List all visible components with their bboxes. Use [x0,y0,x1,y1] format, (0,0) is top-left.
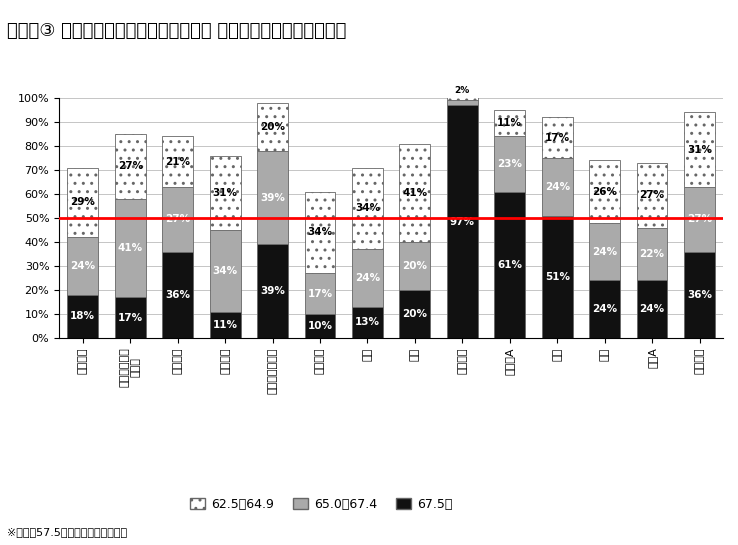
Bar [257,244,288,338]
Text: 18%: 18% [70,311,95,322]
Text: 29%: 29% [70,197,95,208]
Bar [305,192,335,273]
Bar [352,249,383,307]
Text: 36%: 36% [165,290,190,300]
Text: 11%: 11% [213,320,238,330]
Text: 41%: 41% [117,243,142,253]
Text: 34%: 34% [308,227,333,238]
Bar [399,290,430,338]
Bar [637,280,667,338]
Bar [162,187,193,252]
Text: 13%: 13% [355,317,380,328]
Text: グラフ③ ２０１８私立大一般入試合格者 成績別内訳（河合塩調査）: グラフ③ ２０１８私立大一般入試合格者 成績別内訳（河合塩調査） [7,22,347,40]
Text: 51%: 51% [545,272,570,282]
Bar [447,105,477,338]
Bar [447,100,477,105]
Bar [447,96,477,100]
Text: 27%: 27% [117,161,142,172]
Legend: 62.5～64.9, 65.0～67.4, 67.5～: 62.5～64.9, 65.0～67.4, 67.5～ [184,493,458,516]
Bar [684,187,715,252]
Bar [352,307,383,338]
Text: 34%: 34% [213,266,238,276]
Bar [542,216,573,338]
Bar [210,230,241,312]
Bar [589,223,620,280]
Text: 31%: 31% [213,188,238,198]
Bar [399,144,430,242]
Text: 27%: 27% [640,190,665,200]
Bar [305,273,335,314]
Bar [542,158,573,216]
Text: ※偏差値57.5以上の合格者のみ集計: ※偏差値57.5以上の合格者のみ集計 [7,527,128,537]
Bar [542,117,573,158]
Text: 17%: 17% [545,132,570,143]
Bar [637,228,667,280]
Bar [257,151,288,244]
Bar [589,280,620,338]
Bar [494,136,525,192]
Text: 23%: 23% [497,159,523,169]
Text: 20%: 20% [260,122,285,132]
Text: 34%: 34% [355,203,380,214]
Bar [494,192,525,338]
Text: 97%: 97% [449,216,475,227]
Text: 41%: 41% [402,188,427,198]
Text: 24%: 24% [545,182,570,192]
Text: 22%: 22% [640,249,665,259]
Text: 27%: 27% [687,214,712,224]
Text: 11%: 11% [497,118,523,128]
Bar [257,103,288,151]
Text: 39%: 39% [260,192,285,203]
Text: 24%: 24% [592,246,617,257]
Text: 31%: 31% [687,144,712,155]
Bar [162,252,193,338]
Text: 24%: 24% [640,304,665,314]
Text: 20%: 20% [402,261,427,271]
Bar [115,134,145,199]
Bar [115,199,145,297]
Bar [684,112,715,187]
Bar [352,168,383,249]
Bar [67,168,98,237]
Bar [684,252,715,338]
Text: 24%: 24% [355,273,380,283]
Text: 24%: 24% [592,304,617,314]
Bar [494,110,525,136]
Text: 27%: 27% [165,214,190,224]
Text: 24%: 24% [70,261,95,271]
Text: 21%: 21% [165,156,190,167]
Bar [210,312,241,338]
Bar [115,297,145,338]
Text: 39%: 39% [260,286,285,296]
Bar [67,295,98,338]
Text: 26%: 26% [592,186,617,197]
Bar [637,163,667,228]
Bar [589,160,620,223]
Text: 17%: 17% [308,288,333,299]
Bar [305,314,335,338]
Text: 20%: 20% [402,309,427,319]
Bar [67,237,98,295]
Bar [210,156,241,230]
Text: 10%: 10% [308,321,333,331]
Bar [399,242,430,290]
Text: 61%: 61% [497,260,523,270]
Bar [162,136,193,187]
Text: 17%: 17% [117,312,142,323]
Text: 2%: 2% [455,86,470,94]
Text: 36%: 36% [687,290,712,300]
